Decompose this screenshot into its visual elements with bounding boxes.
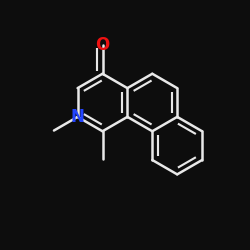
Text: O: O bbox=[96, 36, 110, 54]
Text: N: N bbox=[71, 108, 85, 126]
